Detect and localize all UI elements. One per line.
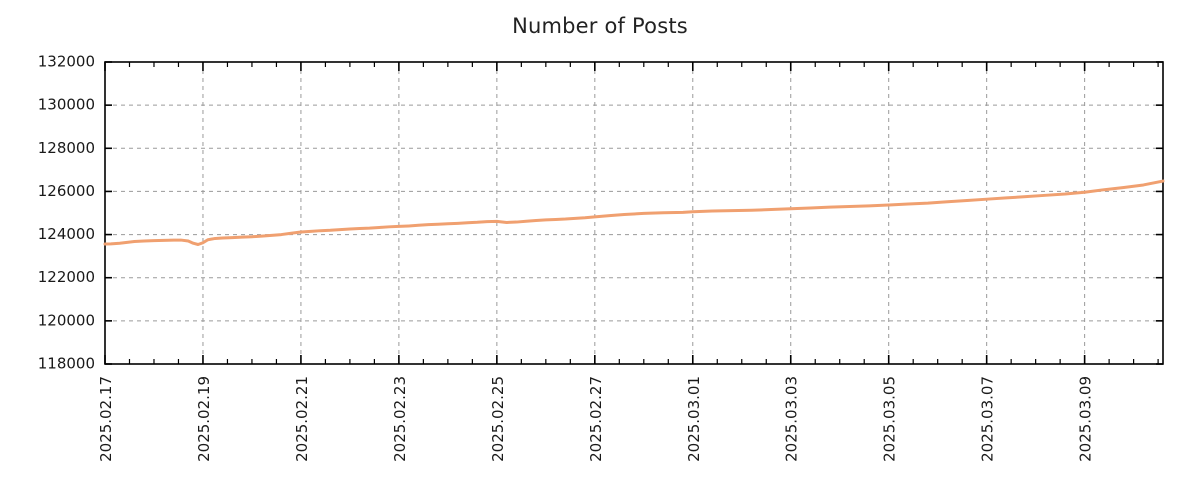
y-tick-label: 128000 (38, 139, 95, 157)
data-series-line (103, 179, 1165, 246)
x-axis-tick-labels: 2025.02.17 2025.02.19 2025.02.21 2025.02.23… (97, 376, 1095, 462)
x-tick-label: 2025.03.03 (783, 376, 801, 462)
x-tick-label: 2025.02.27 (587, 376, 605, 462)
series-line-number-of-posts (103, 179, 1165, 246)
x-tick-label: 2025.02.25 (489, 376, 507, 462)
x-tick-label: 2025.03.05 (881, 376, 899, 462)
y-tick-label: 120000 (38, 311, 95, 329)
y-tick-label: 124000 (38, 225, 95, 243)
minor-tick-marks (128, 62, 1159, 364)
plot-frame (104, 61, 1164, 365)
major-tick-marks (104, 61, 1163, 365)
x-tick-label: 2025.03.07 (979, 376, 997, 462)
y-tick-label: 122000 (38, 268, 95, 286)
x-tick-label: 2025.02.23 (391, 376, 409, 462)
chart-title: Number of Posts (512, 14, 688, 38)
y-tick-label: 126000 (38, 182, 95, 200)
x-tick-label: 2025.02.17 (97, 376, 115, 462)
x-tick-label: 2025.02.19 (195, 376, 213, 462)
x-tick-label: 2025.03.01 (685, 376, 703, 462)
y-axis-tick-labels: 132000 130000 128000 126000 124000 122000 1200… (38, 53, 95, 373)
y-tick-label: 118000 (38, 355, 95, 373)
y-tick-label: 130000 (38, 96, 95, 114)
y-tick-label: 132000 (38, 53, 95, 71)
x-tick-label: 2025.03.09 (1077, 376, 1095, 462)
x-tick-label: 2025.02.21 (293, 376, 311, 462)
